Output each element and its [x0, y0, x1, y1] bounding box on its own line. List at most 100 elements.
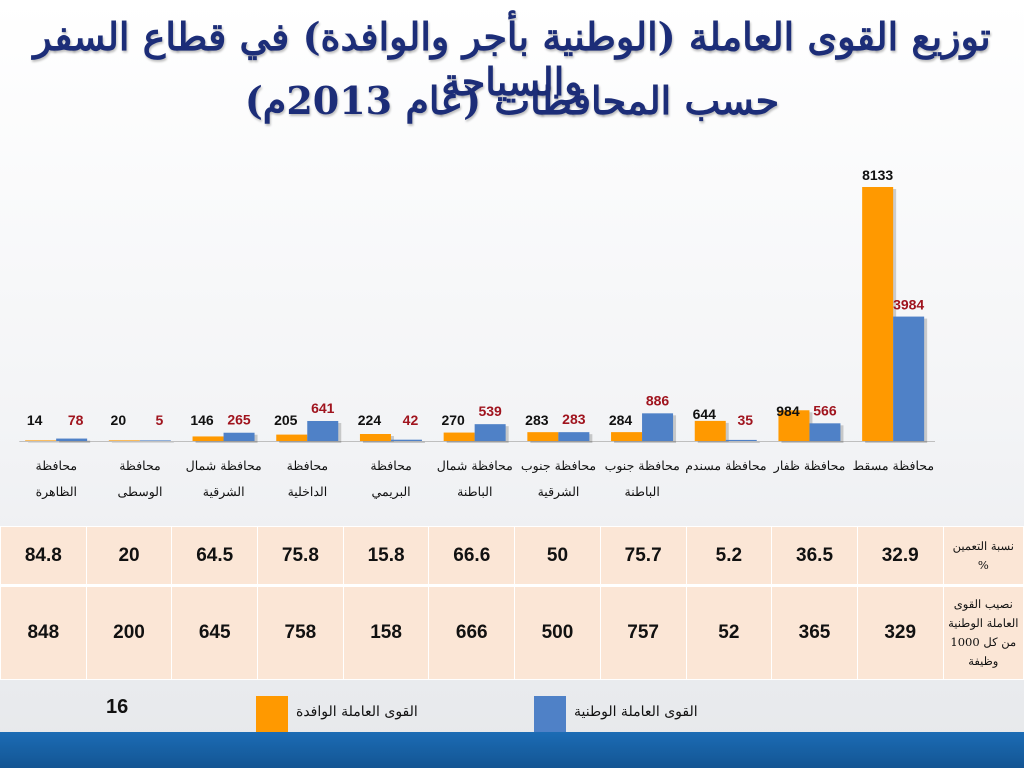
national-share-value-cell: 666 — [428, 585, 516, 680]
data-table: 84.8 20 64.5 75.8 15.8 66.6 50 75.7 5.2 36.5 32.9 ن… — [0, 526, 1024, 680]
omanization-value-cell: 20 — [85, 526, 173, 587]
legend-label-expat: القوى العاملة الوافدة — [296, 704, 418, 720]
bar-shadow — [28, 442, 60, 443]
value-label-expat: 283 — [525, 412, 549, 428]
legend-swatch-expat — [256, 696, 288, 738]
value-label-national: 35 — [737, 412, 753, 428]
category-label: محافظة مسندم — [685, 458, 767, 473]
category-label: محافظة جنوب الشرقية — [520, 458, 597, 499]
category-label: محافظة الداخلية — [286, 458, 329, 499]
value-label-national: 283 — [562, 411, 586, 427]
value-label-expat: 270 — [441, 412, 465, 428]
national-share-value-cell: 158 — [342, 585, 430, 680]
bar-shadow — [59, 440, 91, 443]
national-share-value-cell: 645 — [171, 585, 259, 680]
category-label: محافظة ظفار — [773, 458, 846, 473]
value-label-expat: 8133 — [862, 167, 893, 183]
omanization-value-cell: 32.9 — [856, 526, 944, 587]
omanization-value-cell: 66.6 — [428, 526, 516, 587]
bar-national — [56, 438, 88, 441]
table-row-omanization: 84.8 20 64.5 75.8 15.8 66.6 50 75.7 5.2 36.5 32.9 ن… — [0, 526, 1024, 587]
category-label: محافظة الظاهرة — [35, 458, 78, 499]
bar-expat — [694, 420, 726, 441]
value-label-national: 3984 — [893, 297, 924, 313]
omanization-row-label: نسبة التعمين % — [942, 526, 1024, 587]
category-label: محافظة جنوب الباطنة — [604, 458, 680, 499]
bar-shadow — [393, 441, 425, 443]
omanization-value-cell: 64.5 — [171, 526, 259, 587]
national-share-label-line: من كل 1000 — [950, 635, 1017, 649]
bar-national — [390, 439, 422, 441]
bar-expat — [611, 432, 643, 441]
national-share-label-line: العاملة الوطنية — [948, 616, 1019, 630]
bar-expat — [25, 440, 57, 441]
bar-national — [725, 439, 757, 441]
legend-label-national: القوى العاملة الوطنية — [574, 704, 698, 720]
category-label: محافظة الوسطى — [117, 458, 163, 499]
national-share-label-line: نصيب القوى — [953, 597, 1013, 611]
value-label-expat: 284 — [609, 412, 633, 428]
bar-national — [558, 432, 590, 441]
value-label-expat: 644 — [693, 406, 717, 422]
bar-shadow — [111, 442, 143, 443]
bar-shadow — [728, 441, 760, 443]
omanization-value-cell: 36.5 — [771, 526, 858, 587]
value-label-national: 566 — [813, 402, 837, 418]
national-share-label-line: وظيفة — [968, 654, 999, 668]
category-label: محافظة مسقط — [852, 458, 935, 473]
page-number: 16 — [106, 696, 129, 718]
omanization-value-cell: 15.8 — [342, 526, 430, 587]
omanization-value-cell: 50 — [514, 526, 601, 587]
bar-shadow — [142, 442, 174, 443]
bar-expat — [527, 432, 559, 441]
bar-expat — [443, 432, 475, 441]
legend-swatch-national — [534, 696, 566, 738]
category-label: محافظة البريمي — [370, 458, 412, 499]
bar-expat — [108, 440, 140, 441]
bar-national — [223, 432, 255, 441]
bar-expat — [192, 436, 224, 441]
bar-national — [307, 420, 339, 441]
category-label: محافظة شمال الباطنة — [436, 458, 513, 499]
value-label-national: 42 — [403, 412, 419, 428]
value-label-national: 78 — [68, 412, 84, 428]
category-label: محافظة شمال الشرقية — [185, 458, 262, 499]
table-row-national-share: 848 200 645 758 158 666 500 757 52 365 329 نصيب الق… — [0, 585, 1024, 680]
omanization-value-cell: 75.7 — [599, 526, 687, 587]
national-share-value-cell: 52 — [685, 585, 773, 680]
bar-expat — [359, 434, 391, 441]
bar-national — [474, 424, 506, 441]
value-label-national: 886 — [646, 392, 670, 408]
value-label-expat: 984 — [776, 403, 800, 419]
national-share-value-cell: 848 — [0, 585, 87, 680]
chart-title-line2: حسب المحافظات (عام 2013م) — [244, 78, 780, 123]
value-label-national: 641 — [311, 400, 335, 416]
bar-expat — [862, 187, 894, 441]
legend-item-expat: القوى العاملة الوافدة — [256, 696, 456, 738]
national-share-value-cell: 365 — [771, 585, 858, 680]
bar-chart: 8133 3984 984 566 644 35 284 886 283 283 270 539 224… — [19, 167, 935, 443]
value-label-expat: 224 — [358, 412, 382, 428]
bar-expat — [778, 410, 810, 441]
value-label-national: 5 — [155, 412, 163, 428]
value-label-national: 539 — [478, 403, 502, 419]
bar-expat — [276, 434, 308, 441]
footer-bar — [0, 732, 1024, 768]
national-share-value-cell: 757 — [599, 585, 687, 680]
national-share-row-label: نصيب القوى العاملة الوطنية من كل 1000 وظيفة — [942, 585, 1024, 680]
omanization-value-cell: 5.2 — [685, 526, 773, 587]
value-label-expat: 146 — [190, 412, 214, 428]
bar-national — [139, 440, 171, 441]
national-share-value-cell: 500 — [514, 585, 601, 680]
national-share-value-cell: 200 — [85, 585, 173, 680]
bar-national — [809, 423, 841, 441]
bar-national — [642, 413, 674, 441]
value-label-expat: 205 — [274, 412, 298, 428]
omanization-value-cell: 84.8 — [0, 526, 87, 587]
national-share-value-cell: 329 — [856, 585, 944, 680]
bar-national — [893, 316, 925, 441]
value-label-expat: 20 — [111, 412, 127, 428]
legend-item-national: القوى العاملة الوطنية — [534, 696, 734, 738]
value-label-national: 265 — [227, 412, 251, 428]
value-label-expat: 14 — [27, 412, 43, 428]
